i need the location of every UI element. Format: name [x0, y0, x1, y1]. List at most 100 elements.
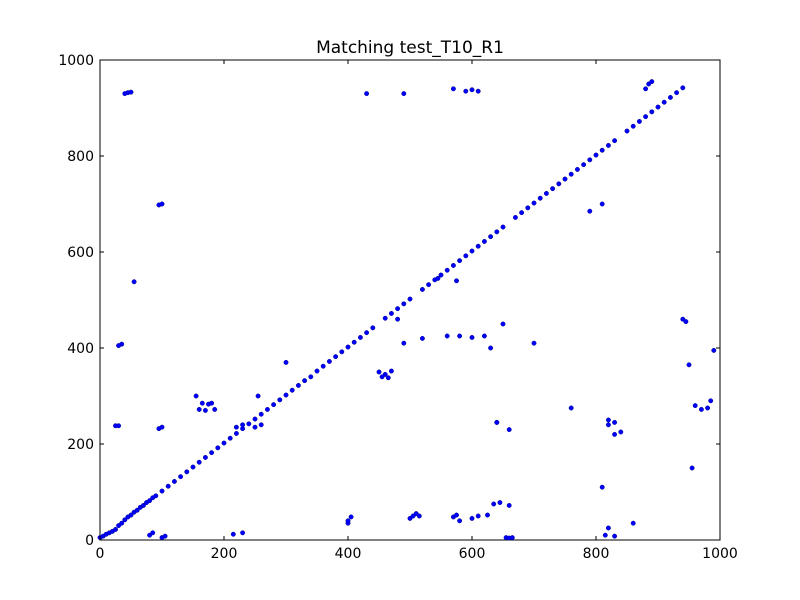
data-point	[147, 498, 153, 504]
data-point	[581, 162, 587, 168]
data-point	[165, 483, 171, 489]
ticks-layer: 0 200 400 600 800 1000 0 200 400 600 800 1000	[58, 53, 737, 562]
y-tick-label: 0	[85, 533, 94, 549]
data-point	[680, 85, 686, 91]
x-tick-label: 200	[211, 546, 238, 562]
data-point	[212, 406, 218, 412]
data-point	[519, 210, 525, 216]
data-point	[150, 530, 156, 536]
data-point	[382, 315, 388, 321]
data-point	[475, 243, 481, 249]
points-layer	[97, 79, 717, 541]
data-point	[283, 392, 289, 398]
data-point	[113, 526, 118, 532]
data-point	[258, 411, 264, 417]
data-point	[199, 400, 205, 406]
data-point	[401, 340, 407, 346]
data-point	[469, 248, 475, 254]
data-point	[556, 181, 562, 187]
data-point	[463, 88, 469, 94]
data-point	[599, 147, 605, 153]
data-point	[401, 91, 407, 97]
data-point	[131, 279, 137, 285]
data-point	[140, 502, 146, 508]
data-point	[209, 400, 215, 406]
data-point	[246, 421, 252, 427]
data-point	[574, 166, 580, 172]
data-point	[485, 512, 490, 518]
data-point	[454, 512, 459, 518]
data-point	[500, 224, 506, 230]
data-point	[388, 310, 394, 316]
data-point	[233, 424, 239, 430]
y-tick-label: 200	[67, 437, 94, 453]
data-point	[264, 406, 270, 412]
data-point	[171, 478, 177, 484]
data-point	[469, 334, 475, 340]
data-point	[119, 520, 125, 526]
data-point	[302, 378, 308, 384]
data-point	[314, 368, 320, 374]
data-point	[454, 278, 459, 284]
y-tick-label: 600	[67, 245, 94, 261]
data-point	[649, 79, 655, 85]
data-point	[221, 440, 227, 446]
data-point	[159, 201, 165, 207]
data-point	[605, 422, 611, 428]
data-point	[209, 450, 215, 456]
data-point	[531, 340, 537, 346]
data-point	[450, 86, 456, 92]
x-tick-label: 600	[459, 546, 486, 562]
data-point	[295, 382, 301, 388]
data-point	[345, 518, 351, 524]
data-point	[655, 104, 661, 110]
data-point	[116, 343, 122, 349]
data-point	[416, 513, 422, 519]
data-point	[667, 94, 673, 100]
data-point	[252, 416, 258, 422]
data-point	[509, 535, 515, 541]
data-point	[364, 330, 370, 336]
data-point	[599, 201, 605, 207]
data-point	[481, 238, 487, 244]
data-point	[364, 91, 370, 97]
data-point	[643, 86, 649, 92]
data-point	[491, 501, 497, 507]
data-point	[357, 334, 363, 340]
data-point	[708, 398, 714, 404]
data-point	[345, 344, 351, 350]
data-point	[488, 234, 494, 240]
data-point	[618, 429, 624, 435]
data-point	[711, 347, 717, 353]
data-point	[419, 335, 425, 341]
data-point	[240, 530, 246, 536]
data-point	[475, 513, 481, 519]
data-point	[450, 262, 456, 268]
data-point	[385, 375, 391, 381]
data-point	[649, 109, 655, 115]
data-point	[543, 190, 549, 196]
data-point	[159, 488, 165, 494]
data-point	[382, 371, 388, 377]
data-point	[506, 502, 512, 508]
data-point	[457, 333, 463, 339]
data-point	[444, 333, 450, 339]
data-point	[370, 325, 376, 331]
data-point	[215, 445, 221, 451]
data-point	[388, 368, 394, 374]
data-point	[463, 253, 469, 259]
data-point	[481, 333, 487, 339]
x-tick-label: 1000	[702, 546, 738, 562]
data-point	[426, 282, 432, 288]
data-point	[705, 405, 711, 411]
data-point	[444, 267, 450, 273]
data-point	[602, 532, 608, 538]
data-point	[550, 186, 556, 192]
data-point	[593, 152, 599, 158]
data-point	[612, 138, 618, 144]
data-point	[698, 406, 704, 412]
data-point	[240, 422, 246, 428]
data-point	[457, 518, 463, 524]
data-point	[419, 286, 425, 292]
data-point	[630, 123, 636, 129]
